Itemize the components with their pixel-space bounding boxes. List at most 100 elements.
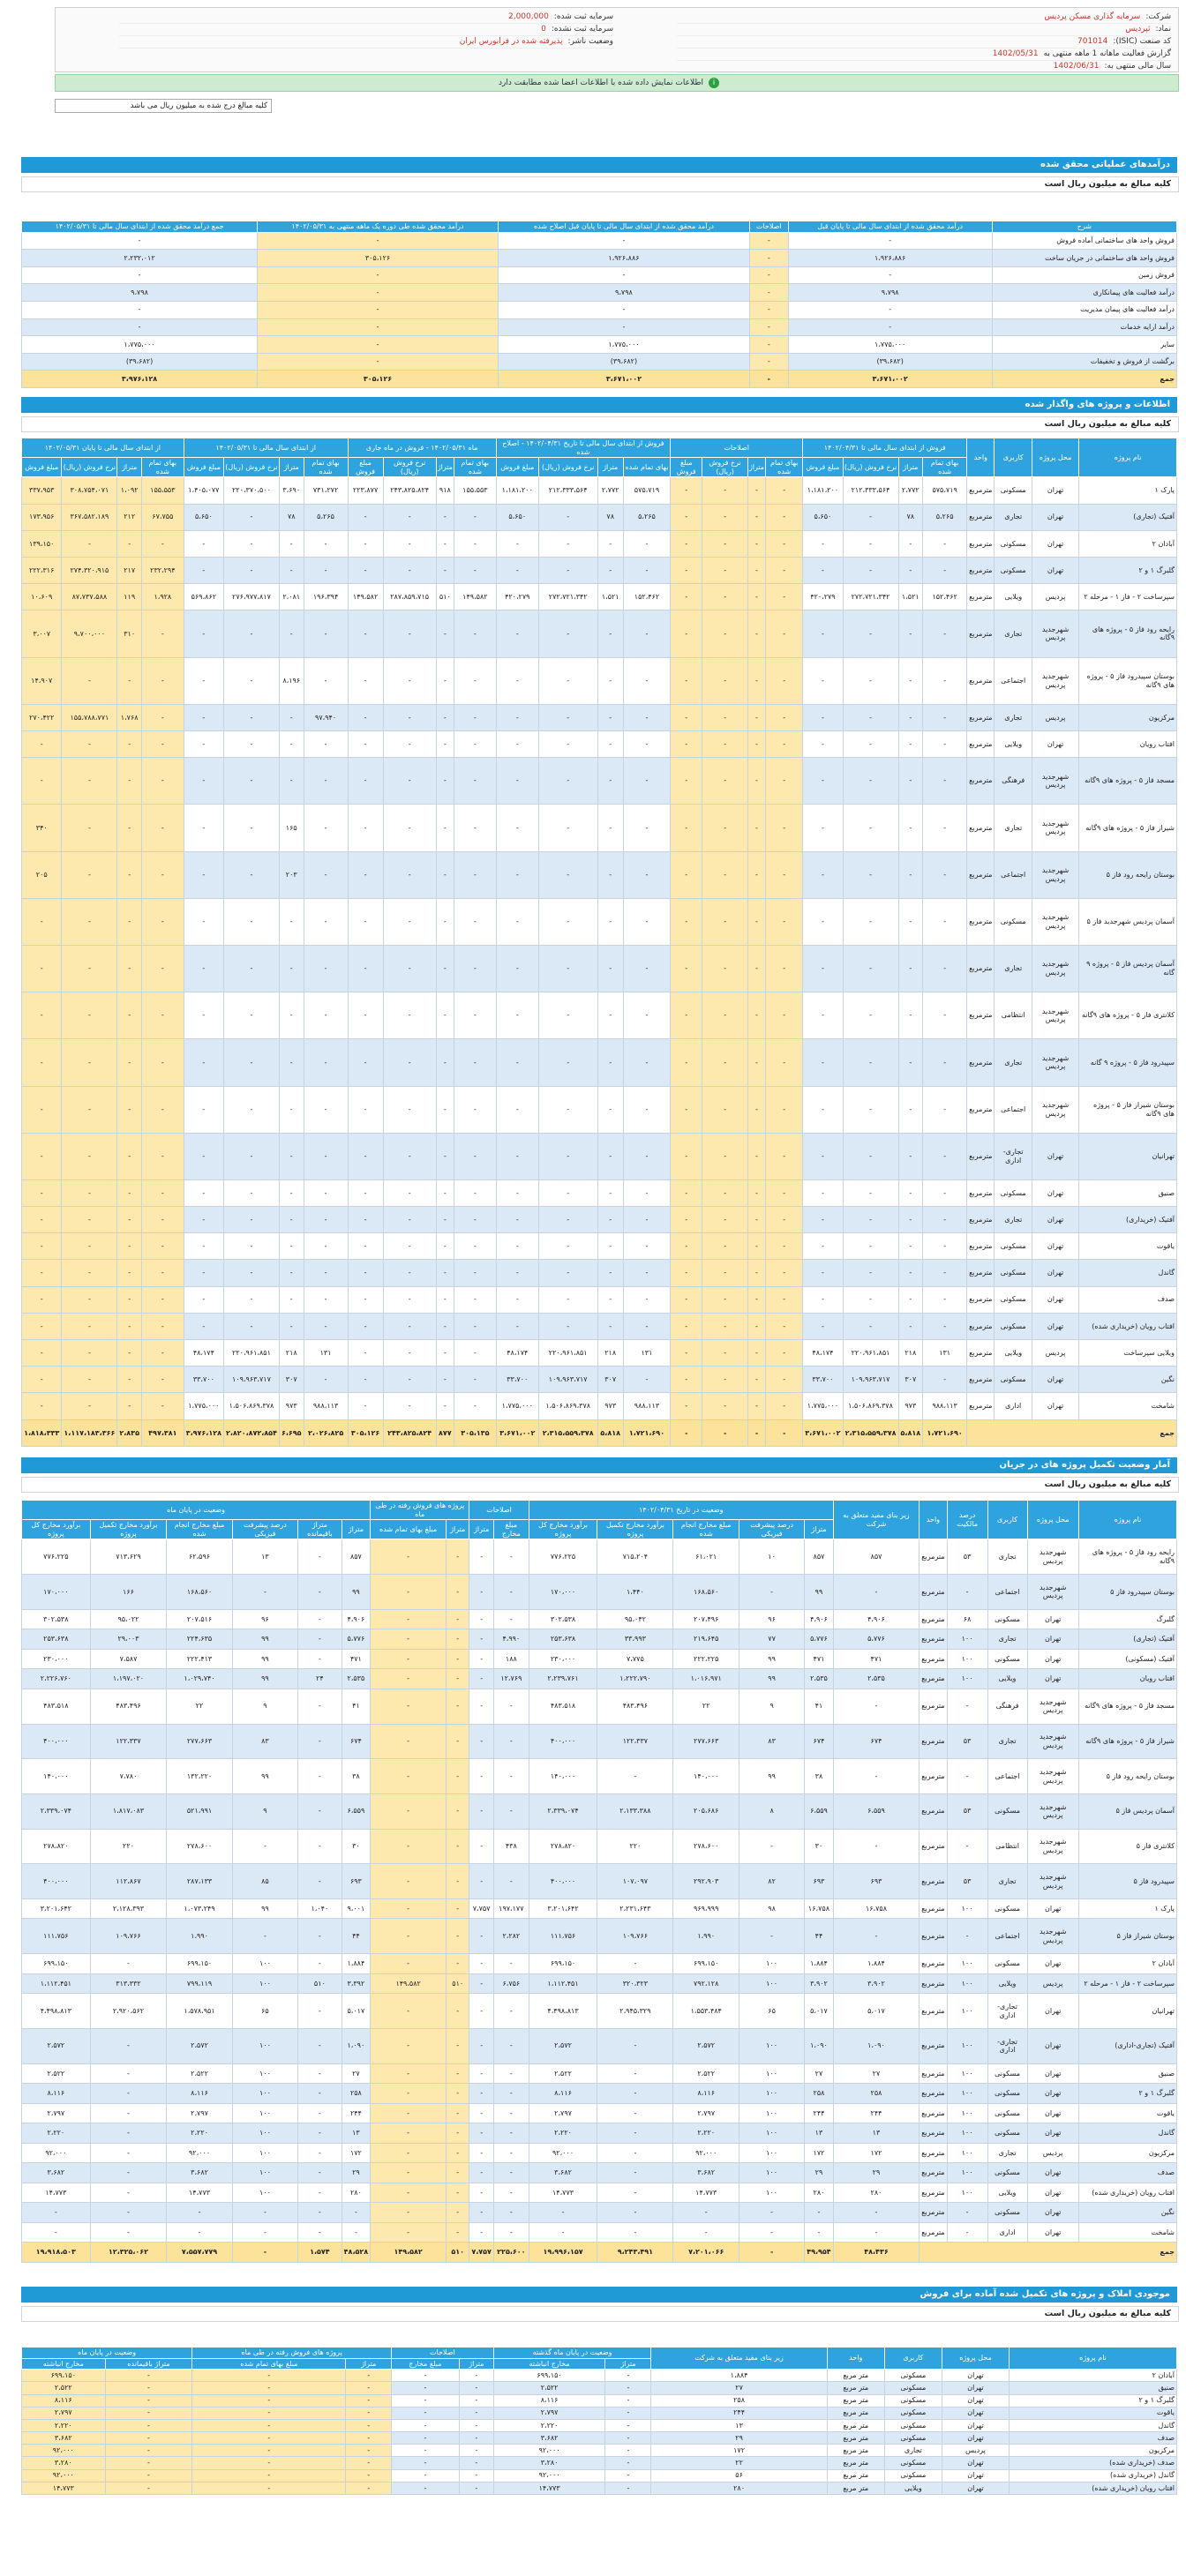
table-cell: -: [223, 897, 280, 946]
table-cell: -: [297, 2182, 342, 2204]
table-row: افتاب رویان (خریداری شده) تهران مسکونی مترم…: [20, 1312, 1177, 1341]
table-cell: -: [537, 656, 598, 705]
table-cell: ۲،۰۸۱: [278, 583, 304, 611]
table-cell: متر مربع: [826, 2481, 885, 2496]
table-cell: ۲،۳۱۵،۵۵۹،۳۷۸: [842, 1419, 899, 1448]
table-cell: سپرساخت ۲ - فاز ۱ - مرحله ۲: [1077, 1973, 1178, 1995]
table-cell: -: [802, 703, 844, 731]
table-cell: ۱،۰۷۳،۲۴۹: [166, 1898, 233, 1920]
table-cell: ۲۲: [650, 2456, 828, 2470]
table-cell: -: [446, 1539, 470, 1576]
table-row: صدف (خریداری شده) تهران مسکونی متر مربع ۲۲-۳…: [21, 2456, 1177, 2470]
table-cell: -: [922, 1132, 968, 1180]
table-cell: -: [140, 804, 184, 852]
table-cell: ۱،۷۷۵،۰۰۰: [787, 335, 993, 354]
table-cell: ۱،۰۹۰: [832, 2027, 920, 2064]
table-cell: -: [702, 1366, 748, 1394]
table-cell: تهران: [1031, 1285, 1080, 1314]
table-cell: شهرجدید پردیس: [1026, 1574, 1079, 1610]
table-cell: ۳،۶۸۲: [21, 2162, 91, 2183]
table-cell: -: [747, 1419, 767, 1448]
table-cell: -: [390, 2369, 460, 2383]
section-title: آمار وضعیت تکمیل پروژه های در جریان: [21, 1457, 1177, 1473]
table-cell: گاندل: [1009, 2418, 1177, 2433]
table-cell: -: [842, 944, 899, 993]
table-cell: جمع: [991, 370, 1178, 388]
table-cell: -: [597, 1038, 624, 1087]
table-cell: ۲،۷۹۷: [672, 2102, 739, 2124]
revenue-table: شرح درآمد محقق شده از ابتدای سال مالی تا …: [20, 221, 1178, 388]
table-cell: ۱،۹۹۰: [672, 1918, 739, 1955]
table-cell: -: [278, 944, 304, 993]
table-cell: -: [670, 476, 703, 505]
table-cell: -: [765, 804, 804, 852]
table-cell: -: [922, 529, 968, 558]
column-header: واحد: [826, 2346, 885, 2370]
table-cell: ۲،۳۳۹،۰۷۴: [528, 1793, 598, 1830]
table-cell: -: [747, 897, 767, 946]
table-cell: -: [140, 1339, 184, 1367]
table-cell: -: [370, 2221, 447, 2243]
table-cell: -: [435, 1285, 454, 1314]
table-cell: -: [453, 944, 497, 993]
table-row: گاندل تهران مسکونی متر مربع ۱۳-۲،۲۲۰- - - - -۲،۲…: [21, 2418, 1177, 2433]
column-header: مبلغ مخارج انجام شده: [166, 1519, 233, 1540]
table-head: نام پروژه محل پروژه کاربری واحد فروش از ابتد…: [20, 437, 1177, 478]
table-cell: ۲۲۴،۶۳۵: [166, 1629, 233, 1650]
table-cell: -: [747, 1206, 767, 1234]
table-cell: -: [370, 1539, 447, 1576]
table-cell: -: [748, 266, 789, 285]
table-cell: -: [622, 656, 672, 705]
table-cell: ۱۷۲: [341, 2142, 372, 2164]
table-cell: ۶،۶۹۵: [278, 1419, 304, 1448]
table-cell: -: [435, 850, 454, 899]
table-cell: ۴،۴۹۸،۸۱۳: [528, 1993, 598, 2029]
column-header: درصد مالکیت: [946, 1499, 988, 1540]
table-cell: -: [347, 1132, 384, 1180]
table-cell: -: [278, 529, 304, 558]
table-cell: ۱۰۹،۹۶۳،۷۱۷: [842, 1366, 899, 1394]
table-cell: -: [297, 1918, 342, 1955]
table-cell: -: [604, 2468, 652, 2482]
table-cell: -: [183, 804, 225, 852]
table-cell: -: [20, 231, 259, 251]
table-cell: -: [622, 1132, 672, 1180]
table-cell: تهران: [1026, 2027, 1079, 2064]
table-cell: -: [622, 1312, 672, 1341]
table-cell: -: [597, 1953, 674, 1974]
table-cell: -: [446, 2142, 470, 2164]
table-cell: -: [116, 730, 142, 759]
table-cell: ۱۳: [231, 1539, 299, 1576]
table-cell: -: [495, 1085, 539, 1134]
table-cell: ۱۱۹: [116, 583, 142, 611]
table-cell: -: [183, 1259, 225, 1287]
table-cell: -: [670, 1339, 703, 1367]
table-cell: -: [747, 583, 767, 611]
table-cell: -: [842, 1179, 899, 1208]
table-cell: ۷۸: [278, 503, 304, 531]
table-cell: ۱،۰۲۹،۷۴۰: [166, 1668, 233, 1689]
table-row: افتاب رویان تهران ویلایی ۱۰۰ مترمربع ۲،۵۳۵ ۲،۵…: [21, 1668, 1178, 1689]
table-cell: -: [537, 730, 598, 759]
table-cell: -: [765, 503, 804, 531]
table-cell: -: [670, 850, 703, 899]
table-cell: ۱،۵۷۴: [297, 2242, 342, 2263]
table-cell: -: [347, 1259, 384, 1287]
header-row: شرح درآمد محقق شده از ابتدای سال مالی تا …: [20, 221, 1178, 233]
column-header: بهای تمام شده: [922, 457, 968, 478]
table-cell: تهران: [1031, 529, 1080, 558]
table-cell: -: [20, 1038, 63, 1087]
table-cell: -: [278, 1038, 304, 1087]
table-cell: تجاری: [994, 804, 1032, 852]
table-cell: -: [597, 992, 624, 1040]
table-cell: -: [140, 1232, 184, 1261]
table-cell: ۱،۷۷۵،۰۰۰: [802, 1392, 844, 1420]
table-cell: ۵۳: [946, 1723, 988, 1760]
table-cell: ۴۷۱: [832, 1648, 920, 1670]
table-cell: -: [231, 1828, 299, 1865]
table-cell: -: [446, 2162, 470, 2183]
table-cell: ۸۵۷: [804, 1539, 834, 1576]
table-cell: -: [382, 944, 437, 993]
table-cell: -: [116, 1392, 142, 1420]
column-header: متراژ: [278, 457, 304, 478]
